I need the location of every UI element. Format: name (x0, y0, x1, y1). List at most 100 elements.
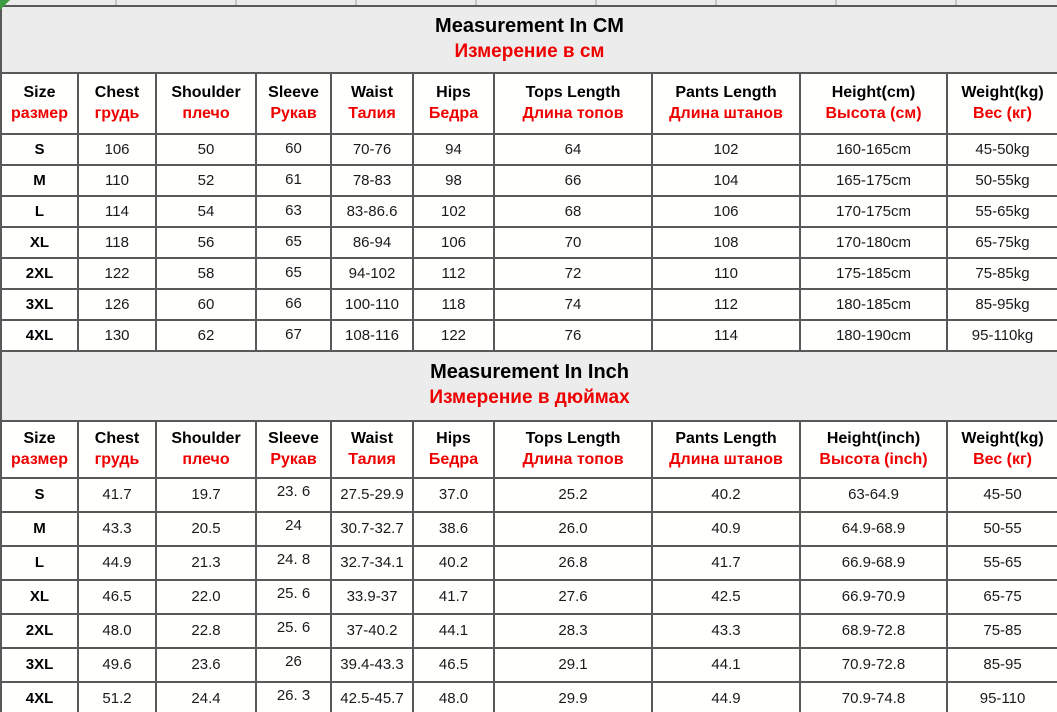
size-cell: 2XL (0, 612, 79, 649)
header-label-en: Size (23, 83, 56, 101)
weight-cell: 75-85 (945, 612, 1057, 649)
inch-table-header-row: Size размер Chest грудь Shoulder плечо Sleeve Р… (0, 419, 1057, 479)
size-row-XL: XL 118 56 65 86-94 106 70 108 170-180cm 65-75kg (0, 225, 1057, 259)
cm-table-title-cell: Measurement In CM Измерение в см (0, 5, 1057, 74)
header-label-en: Hips (436, 429, 471, 447)
tops-length-cell: 70 (493, 225, 653, 259)
size-row-S: S 41.7 19.7 23. 6 27.5-29.9 37.0 25.2 40.2 63-64… (0, 476, 1057, 513)
chest-cell: 122 (77, 256, 157, 290)
shoulder-cell: 60 (155, 287, 257, 321)
pants-length-cell: 41.7 (651, 544, 801, 581)
sleeve-cell: 25. 6 (255, 612, 332, 649)
header-label-en: Tops Length (525, 83, 621, 101)
shoulder-cell: 20.5 (155, 510, 257, 547)
size-row-M: M 43.3 20.5 24 30.7-32.7 38.6 26.0 40.9 64.9-68.… (0, 510, 1057, 547)
weight-cell: 65-75kg (946, 225, 1057, 259)
height-cell: 64.9-68.9 (799, 510, 948, 547)
shoulder-cell: 21.3 (155, 544, 257, 581)
weight-cell: 55-65 (945, 544, 1057, 581)
spreadsheet-row-sliver (0, 0, 1057, 5)
sleeve-cell: 26. 3 (255, 680, 332, 712)
waist-cell: 33.9-37 (330, 578, 414, 615)
header-label-ru: Рукав (270, 104, 317, 122)
chest-cell: 114 (77, 194, 157, 228)
header-label-ru: Высота (inch) (819, 450, 928, 468)
sleeve-cell: 65 (255, 225, 332, 259)
size-cell: S (0, 132, 79, 166)
size-cell: 3XL (0, 646, 79, 683)
header-label-ru: плечо (182, 104, 230, 122)
size-cell: M (0, 510, 79, 547)
waist-cell: 100-110 (330, 287, 414, 321)
header-label-ru: Бедра (428, 104, 479, 122)
pants-length-cell: 110 (651, 256, 801, 290)
height-cell: 70.9-74.8 (799, 680, 948, 712)
header-label-en: Hips (436, 83, 471, 101)
header-label-ru: грудь (94, 450, 140, 468)
waist-cell: 39.4-43.3 (330, 646, 414, 683)
column-header-tops-length: Tops Length Длина топов (493, 71, 653, 135)
column-header-weight: Weight(kg) Вес (кг) (946, 71, 1057, 135)
header-label-en: Waist (350, 429, 394, 447)
sleeve-cell: 25. 6 (255, 578, 332, 615)
shoulder-cell: 52 (155, 163, 257, 197)
hips-cell: 41.7 (412, 578, 495, 615)
chest-cell: 41.7 (77, 476, 157, 513)
weight-cell: 95-110kg (946, 318, 1057, 352)
tops-length-cell: 27.6 (493, 578, 653, 615)
header-label-ru: грудь (94, 104, 140, 122)
tops-length-cell: 26.8 (493, 544, 653, 581)
sleeve-cell: 63 (255, 194, 332, 228)
size-row-M: M 110 52 61 78-83 98 66 104 165-175cm 50-55kg (0, 163, 1057, 197)
column-header-shoulder: Shoulder плечо (155, 419, 257, 479)
shoulder-cell: 19.7 (155, 476, 257, 513)
column-header-shoulder: Shoulder плечо (155, 71, 257, 135)
column-header-pants-length: Pants Length Длина штанов (651, 71, 801, 135)
pants-length-cell: 44.1 (651, 646, 801, 683)
size-cell: M (0, 163, 79, 197)
tops-length-cell: 68 (493, 194, 653, 228)
hips-cell: 102 (412, 194, 495, 228)
size-row-4XL: 4XL 51.2 24.4 26. 3 42.5-45.7 48.0 29.9 44.9 70.… (0, 680, 1057, 712)
column-header-sleeve: Sleeve Рукав (255, 71, 332, 135)
tops-length-cell: 72 (493, 256, 653, 290)
column-header-waist: Waist Талия (330, 71, 414, 135)
inch-table-subtitle-ru: Измерение в дюймах (429, 387, 630, 409)
height-cell: 68.9-72.8 (799, 612, 948, 649)
size-row-2XL: 2XL 48.0 22.8 25. 6 37-40.2 44.1 28.3 43.3 68.9-… (0, 612, 1057, 649)
tops-length-cell: 29.9 (493, 680, 653, 712)
sleeve-cell: 24 (255, 510, 332, 547)
hips-cell: 122 (412, 318, 495, 352)
tops-length-cell: 25.2 (493, 476, 653, 513)
weight-cell: 50-55 (945, 510, 1057, 547)
column-header-chest: Chest грудь (77, 71, 157, 135)
sleeve-cell: 61 (255, 163, 332, 197)
header-label-ru: Талия (348, 450, 396, 468)
height-cell: 70.9-72.8 (799, 646, 948, 683)
size-row-3XL: 3XL 126 60 66 100-110 118 74 112 180-185cm 85-95k… (0, 287, 1057, 321)
header-label-en: Waist (350, 83, 394, 101)
hips-cell: 94 (412, 132, 495, 166)
hips-cell: 112 (412, 256, 495, 290)
hips-cell: 118 (412, 287, 495, 321)
size-row-L: L 44.9 21.3 24. 8 32.7-34.1 40.2 26.8 41.7 66.9-… (0, 544, 1057, 581)
header-label-en: Shoulder (171, 83, 241, 101)
column-header-weight: Weight(kg) Вес (кг) (945, 419, 1057, 479)
size-row-4XL: 4XL 130 62 67 108-116 122 76 114 180-190cm 95-110… (0, 318, 1057, 352)
size-row-XL: XL 46.5 22.0 25. 6 33.9-37 41.7 27.6 42.5 66.9-7… (0, 578, 1057, 615)
cm-table-title-row: Measurement In CM Измерение в см (0, 5, 1057, 74)
waist-cell: 78-83 (330, 163, 414, 197)
waist-cell: 37-40.2 (330, 612, 414, 649)
shoulder-cell: 56 (155, 225, 257, 259)
chest-cell: 44.9 (77, 544, 157, 581)
inch-table-title-row: Measurement In Inch Измерение в дюймах (0, 349, 1057, 422)
header-label-ru: размер (11, 450, 68, 468)
sleeve-cell: 26 (255, 646, 332, 683)
size-cell: XL (0, 225, 79, 259)
weight-cell: 45-50kg (946, 132, 1057, 166)
tops-length-cell: 28.3 (493, 612, 653, 649)
pants-length-cell: 102 (651, 132, 801, 166)
cm-table-subtitle-ru: Измерение в см (454, 41, 605, 62)
pants-length-cell: 42.5 (651, 578, 801, 615)
